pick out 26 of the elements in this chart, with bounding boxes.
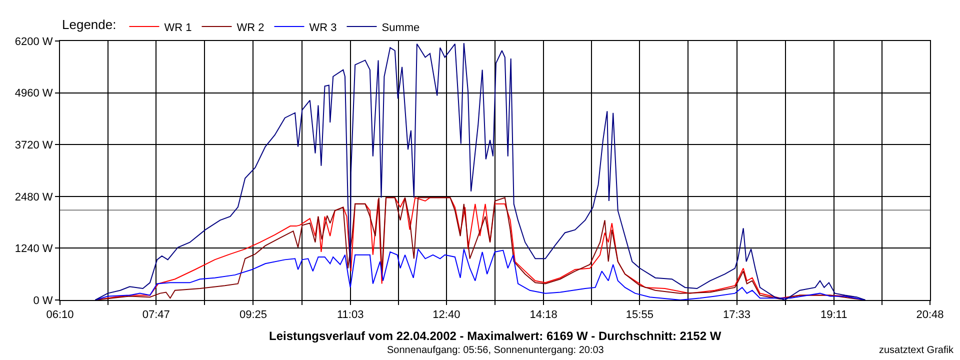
x-tick-label: 20:48: [916, 309, 944, 322]
text: zusatztext Grafik: [879, 345, 954, 356]
legend-label: WR 2: [236, 22, 264, 34]
x-tick-label: 19:11: [820, 309, 848, 322]
legend-label: Summe: [382, 22, 420, 34]
y-tick-label: 0 W: [33, 294, 54, 307]
text: Leistungsverlauf vom 22.04.2002 - Maximalwert: 6169 W - Durchschnitt: 2152 W: [269, 329, 722, 343]
y-tick-label: 6200 W: [14, 36, 54, 48]
x-tick-label: 12:40: [432, 309, 460, 322]
x-tick-label: 11:03: [336, 309, 364, 322]
y-tick-label: 4960 W: [14, 88, 54, 100]
x-tick-label: 17:33: [723, 309, 751, 322]
y-tick-label: 1240 W: [14, 243, 54, 256]
legend-title: Legende:: [62, 16, 116, 32]
x-tick-label: 07:47: [142, 309, 170, 322]
y-tick-label: 2480 W: [14, 191, 54, 204]
line-series: [94, 42, 866, 300]
x-tick-label: 14:18: [530, 309, 558, 322]
x-tick-label: 06:10: [46, 309, 74, 322]
y-tick-label: 3720 W: [14, 139, 54, 152]
text: Sonnenaufgang: 05:56, Sonnenuntergang: 20:03: [387, 345, 604, 356]
x-tick-label: 09:25: [239, 309, 267, 322]
legend-label: WR 3: [309, 22, 337, 34]
x-tick-label: 15:55: [626, 309, 654, 322]
legend-label: WR 1: [164, 22, 192, 34]
line-series: [94, 248, 866, 300]
